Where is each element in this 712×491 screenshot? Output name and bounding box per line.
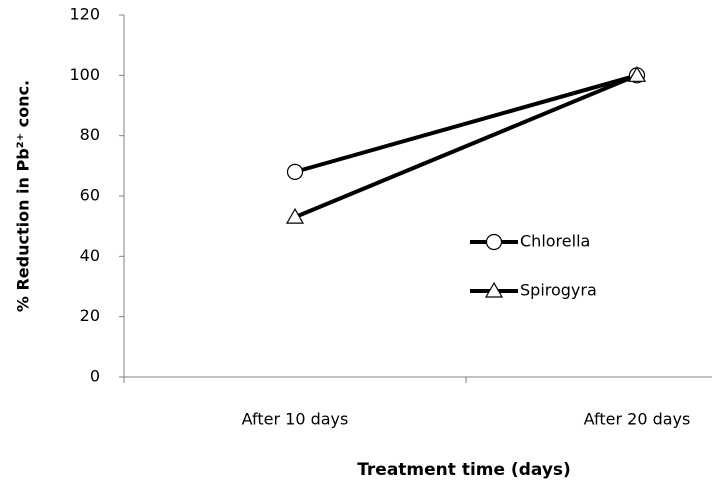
legend-label: Chlorella: [520, 232, 590, 251]
series-line: [294, 73, 638, 174]
marker: [285, 207, 305, 224]
marker: [286, 163, 304, 180]
series-line: [294, 73, 638, 219]
legend-label: Spirogyra: [520, 281, 597, 300]
legend-marker: [484, 281, 504, 298]
x-axis-label: Treatment time (days): [357, 460, 571, 480]
y-tick-label: 120: [69, 5, 100, 24]
y-axis-label: % Reduction in Pb²⁺ conc.: [14, 80, 33, 312]
x-tick-label: After 10 days: [242, 410, 349, 429]
x-tick-label: After 20 days: [584, 410, 691, 429]
y-tick-label: 60: [80, 186, 100, 205]
y-tick-label: 100: [69, 65, 100, 84]
y-tick-label: 0: [90, 367, 100, 386]
y-tick-label: 40: [80, 246, 100, 265]
y-tick-label: 20: [80, 306, 100, 325]
legend-marker: [485, 233, 503, 251]
marker: [627, 66, 647, 82]
y-tick-label: 80: [80, 125, 100, 144]
